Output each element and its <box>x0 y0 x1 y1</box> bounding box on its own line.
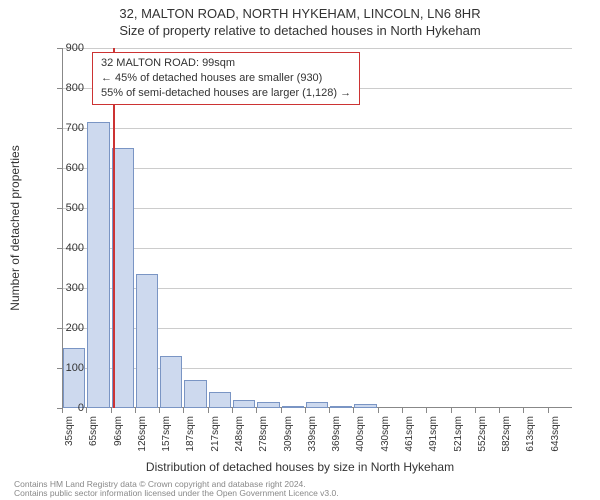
xtick-mark <box>281 408 282 413</box>
xtick-mark <box>305 408 306 413</box>
histogram-bar <box>63 348 85 408</box>
gridline <box>62 48 572 49</box>
xtick-mark <box>111 408 112 413</box>
xtick-label: 369sqm <box>331 416 342 452</box>
title-address: 32, MALTON ROAD, NORTH HYKEHAM, LINCOLN,… <box>0 0 600 21</box>
xtick-mark <box>523 408 524 413</box>
ytick-label: 100 <box>44 362 84 374</box>
xtick-mark <box>86 408 87 413</box>
xtick-label: 157sqm <box>161 416 172 452</box>
xtick-mark <box>353 408 354 413</box>
xtick-label: 582sqm <box>501 416 512 452</box>
annotation-line3: 55% of semi-detached houses are larger (… <box>101 86 351 101</box>
xtick-label: 643sqm <box>550 416 561 452</box>
chart-container: 32, MALTON ROAD, NORTH HYKEHAM, LINCOLN,… <box>0 0 600 500</box>
xtick-mark <box>451 408 452 413</box>
ytick-label: 900 <box>44 42 84 54</box>
histogram-bar <box>87 122 109 408</box>
xtick-mark <box>256 408 257 413</box>
ytick-label: 200 <box>44 322 84 334</box>
xtick-label: 461sqm <box>404 416 415 452</box>
plot-area: 35sqm65sqm96sqm126sqm157sqm187sqm217sqm2… <box>62 48 572 408</box>
xtick-label: 613sqm <box>525 416 536 452</box>
footer-line2: Contains public sector information licen… <box>14 489 339 498</box>
histogram-bar <box>233 400 255 408</box>
histogram-bar <box>209 392 231 408</box>
xtick-mark <box>499 408 500 413</box>
xtick-label: 217sqm <box>210 416 221 452</box>
title-subtitle: Size of property relative to detached ho… <box>0 21 600 38</box>
xtick-mark <box>183 408 184 413</box>
xtick-mark <box>378 408 379 413</box>
annotation-line2: ← 45% of detached houses are smaller (93… <box>101 71 351 86</box>
x-axis-label: Distribution of detached houses by size … <box>0 460 600 474</box>
histogram-bar <box>160 356 182 408</box>
xtick-mark <box>475 408 476 413</box>
xtick-label: 430sqm <box>380 416 391 452</box>
histogram-bar <box>354 404 376 408</box>
annotation-box: 32 MALTON ROAD: 99sqm← 45% of detached h… <box>92 52 360 105</box>
histogram-bar <box>306 402 328 408</box>
gridline <box>62 208 572 209</box>
xtick-label: 309sqm <box>283 416 294 452</box>
xtick-label: 278sqm <box>258 416 269 452</box>
xtick-label: 96sqm <box>113 416 124 446</box>
annotation-line1: 32 MALTON ROAD: 99sqm <box>101 56 351 71</box>
xtick-mark <box>232 408 233 413</box>
xtick-mark <box>329 408 330 413</box>
histogram-bar <box>330 406 352 408</box>
ytick-label: 300 <box>44 282 84 294</box>
xtick-label: 552sqm <box>477 416 488 452</box>
ytick-label: 500 <box>44 202 84 214</box>
histogram-bar <box>136 274 158 408</box>
gridline <box>62 168 572 169</box>
xtick-label: 35sqm <box>64 416 75 446</box>
xtick-mark <box>135 408 136 413</box>
xtick-label: 339sqm <box>307 416 318 452</box>
ytick-label: 700 <box>44 122 84 134</box>
xtick-label: 491sqm <box>428 416 439 452</box>
ytick-label: 400 <box>44 242 84 254</box>
gridline <box>62 248 572 249</box>
histogram-bar <box>257 402 279 408</box>
xtick-label: 65sqm <box>88 416 99 446</box>
ytick-label: 600 <box>44 162 84 174</box>
xtick-label: 248sqm <box>234 416 245 452</box>
xtick-label: 187sqm <box>185 416 196 452</box>
ytick-label: 800 <box>44 82 84 94</box>
histogram-bar <box>282 406 304 408</box>
gridline <box>62 128 572 129</box>
footer-attribution: Contains HM Land Registry data © Crown c… <box>14 480 339 499</box>
xtick-label: 126sqm <box>137 416 148 452</box>
ytick-label: 0 <box>44 402 84 414</box>
xtick-mark <box>159 408 160 413</box>
xtick-mark <box>426 408 427 413</box>
xtick-mark <box>548 408 549 413</box>
histogram-bar <box>184 380 206 408</box>
xtick-mark <box>208 408 209 413</box>
xtick-label: 400sqm <box>355 416 366 452</box>
xtick-mark <box>402 408 403 413</box>
xtick-label: 521sqm <box>453 416 464 452</box>
y-axis-label: Number of detached properties <box>8 145 22 310</box>
